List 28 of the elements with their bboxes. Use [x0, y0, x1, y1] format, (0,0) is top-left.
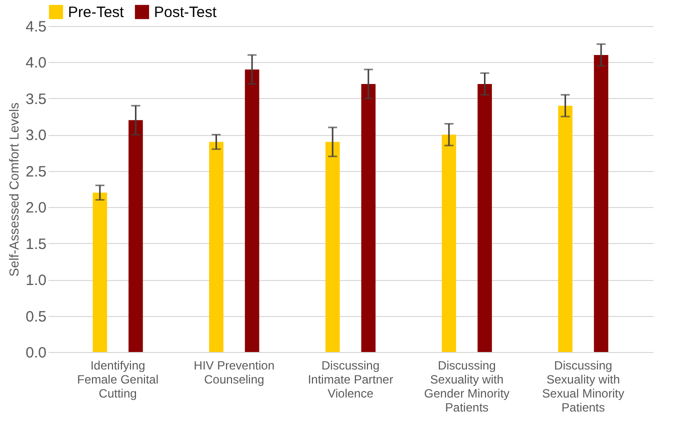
y-tick-label: 2.0: [26, 200, 46, 217]
bar: [325, 142, 340, 352]
bar: [361, 84, 376, 352]
bar: [92, 192, 108, 352]
x-tick-label: Identifying Female Genital Cutting: [77, 358, 158, 400]
bar: [244, 69, 260, 352]
y-tick-label: 4.0: [26, 54, 46, 72]
bar: [128, 120, 143, 352]
y-tick-label: 3.5: [26, 90, 46, 108]
x-tick-label: HIV Prevention Counseling: [194, 358, 275, 386]
bar: [209, 142, 224, 352]
legend-label: Pre-Test: [68, 4, 125, 21]
legend-label: Post-Test: [154, 4, 218, 21]
y-tick-label: 1.0: [26, 272, 46, 290]
y-tick-label: 0.0: [26, 344, 46, 362]
y-tick-label: 1.5: [26, 236, 46, 253]
bar: [442, 134, 456, 352]
y-tick-label: 4.5: [26, 18, 46, 36]
y-axis-title: Self-Assessed Comfort Levels: [6, 102, 22, 277]
y-tick-label: 3.0: [26, 127, 46, 144]
bar: [594, 54, 608, 352]
y-tick-label: 2.5: [26, 163, 46, 180]
x-tick-label: Discussing Sexuality with Gender Minority Patients: [424, 358, 510, 414]
x-tick-label: Discussing Intimate Partner Violence: [308, 358, 394, 400]
y-tick-label: 0.5: [26, 308, 46, 326]
bar: [478, 84, 492, 352]
x-tick-label: Discussing Sexuality with Sexual Minority Patients: [542, 358, 624, 414]
bar: [558, 106, 572, 352]
